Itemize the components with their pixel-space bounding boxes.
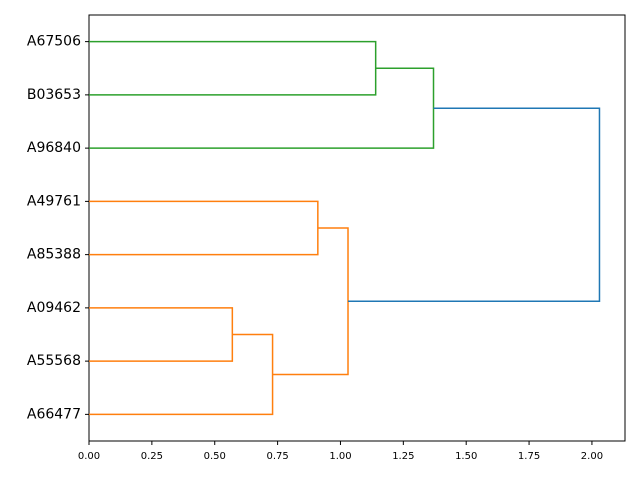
leaf-label: A85388 <box>27 247 81 263</box>
x-tick-label: 0.75 <box>266 451 288 462</box>
link <box>89 200 319 256</box>
leaf-label: A49761 <box>27 193 81 209</box>
x-tick-label: 0.25 <box>141 451 163 462</box>
leaf-label: A96840 <box>27 140 81 156</box>
link <box>89 333 274 416</box>
leaf-label: B03653 <box>27 87 81 103</box>
link <box>89 307 234 362</box>
x-tick-label: 1.00 <box>329 451 351 462</box>
x-tick-label: 1.50 <box>455 451 477 462</box>
x-tick-label: 2.00 <box>581 451 603 462</box>
plot-frame <box>88 14 626 442</box>
leaf-label: A55568 <box>27 353 81 369</box>
link <box>89 67 435 149</box>
x-tick-label: 1.75 <box>518 451 540 462</box>
link <box>89 40 377 96</box>
leaf-label: A66477 <box>27 406 81 422</box>
leaf-label: A09462 <box>27 300 81 316</box>
link <box>272 227 349 376</box>
x-tick-label: 0.00 <box>78 451 100 462</box>
leaf-label: A67506 <box>27 34 81 50</box>
x-tick-label: 0.50 <box>204 451 226 462</box>
x-tick-label: 1.25 <box>392 451 414 462</box>
link <box>348 107 601 302</box>
